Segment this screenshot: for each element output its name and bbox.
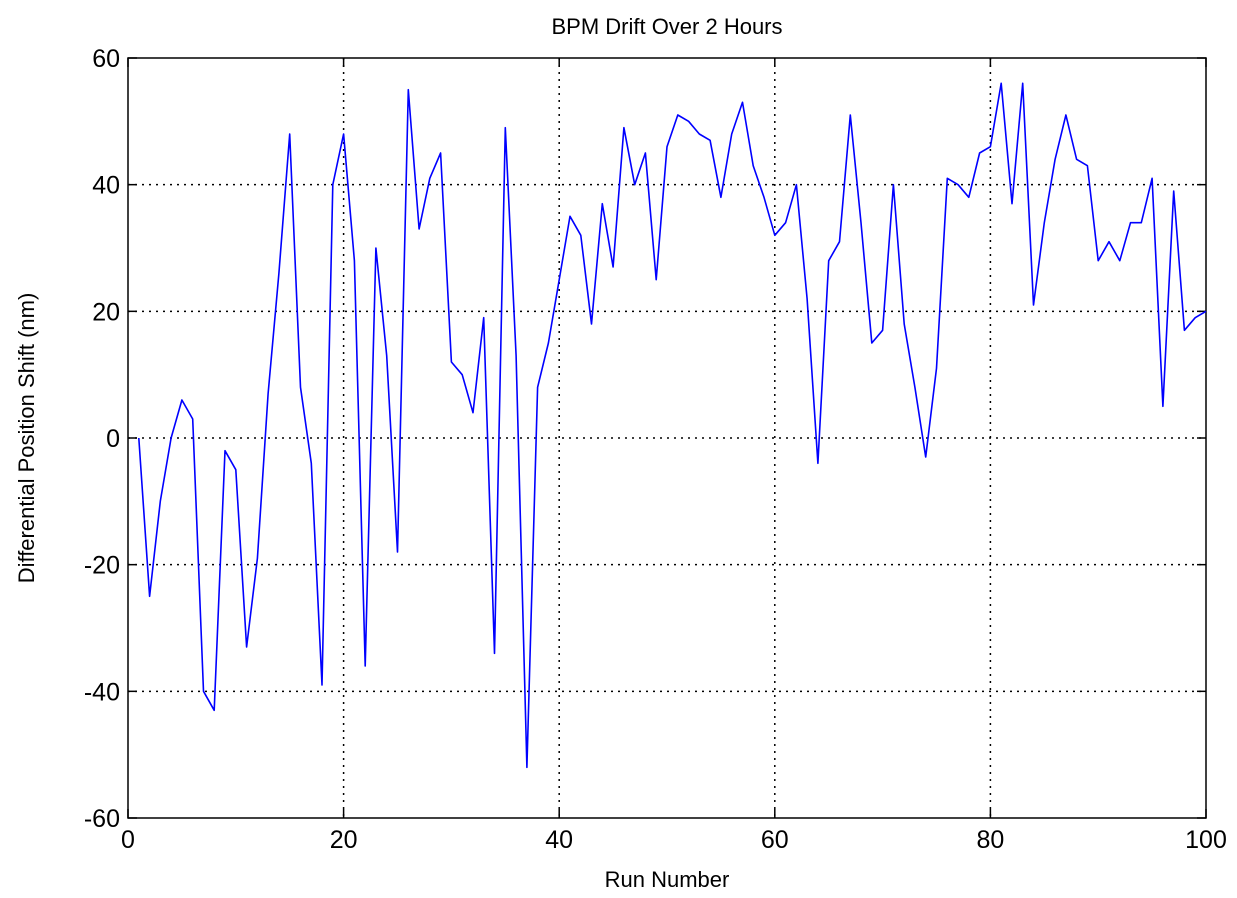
x-tick-label: 0 xyxy=(121,826,135,854)
y-tick-label: -20 xyxy=(84,552,120,580)
grid-lines xyxy=(128,58,1206,818)
y-tick-label: -40 xyxy=(84,678,120,706)
series-line-0 xyxy=(138,82,1207,769)
y-tick-label: 0 xyxy=(106,425,120,453)
y-tick-label: 40 xyxy=(92,172,120,200)
x-tick-label: 80 xyxy=(976,826,1004,854)
x-axis-label: Run Number xyxy=(605,867,730,892)
x-tick-label: 40 xyxy=(545,826,573,854)
series-group xyxy=(138,82,1207,769)
x-tick-label: 100 xyxy=(1185,826,1227,854)
y-axis-label: Differential Position Shift (nm) xyxy=(14,293,39,584)
x-tick-label: 20 xyxy=(330,826,358,854)
y-tick-label: 60 xyxy=(92,45,120,73)
axis-ticks: 0 20 40 60 80 100 -60 -40 -20 0 20 40 60 xyxy=(84,45,1227,854)
y-tick-label: 20 xyxy=(92,298,120,326)
x-tick-label: 60 xyxy=(761,826,789,854)
chart-title: BPM Drift Over 2 Hours xyxy=(551,14,782,39)
y-tick-label: -60 xyxy=(84,805,120,833)
